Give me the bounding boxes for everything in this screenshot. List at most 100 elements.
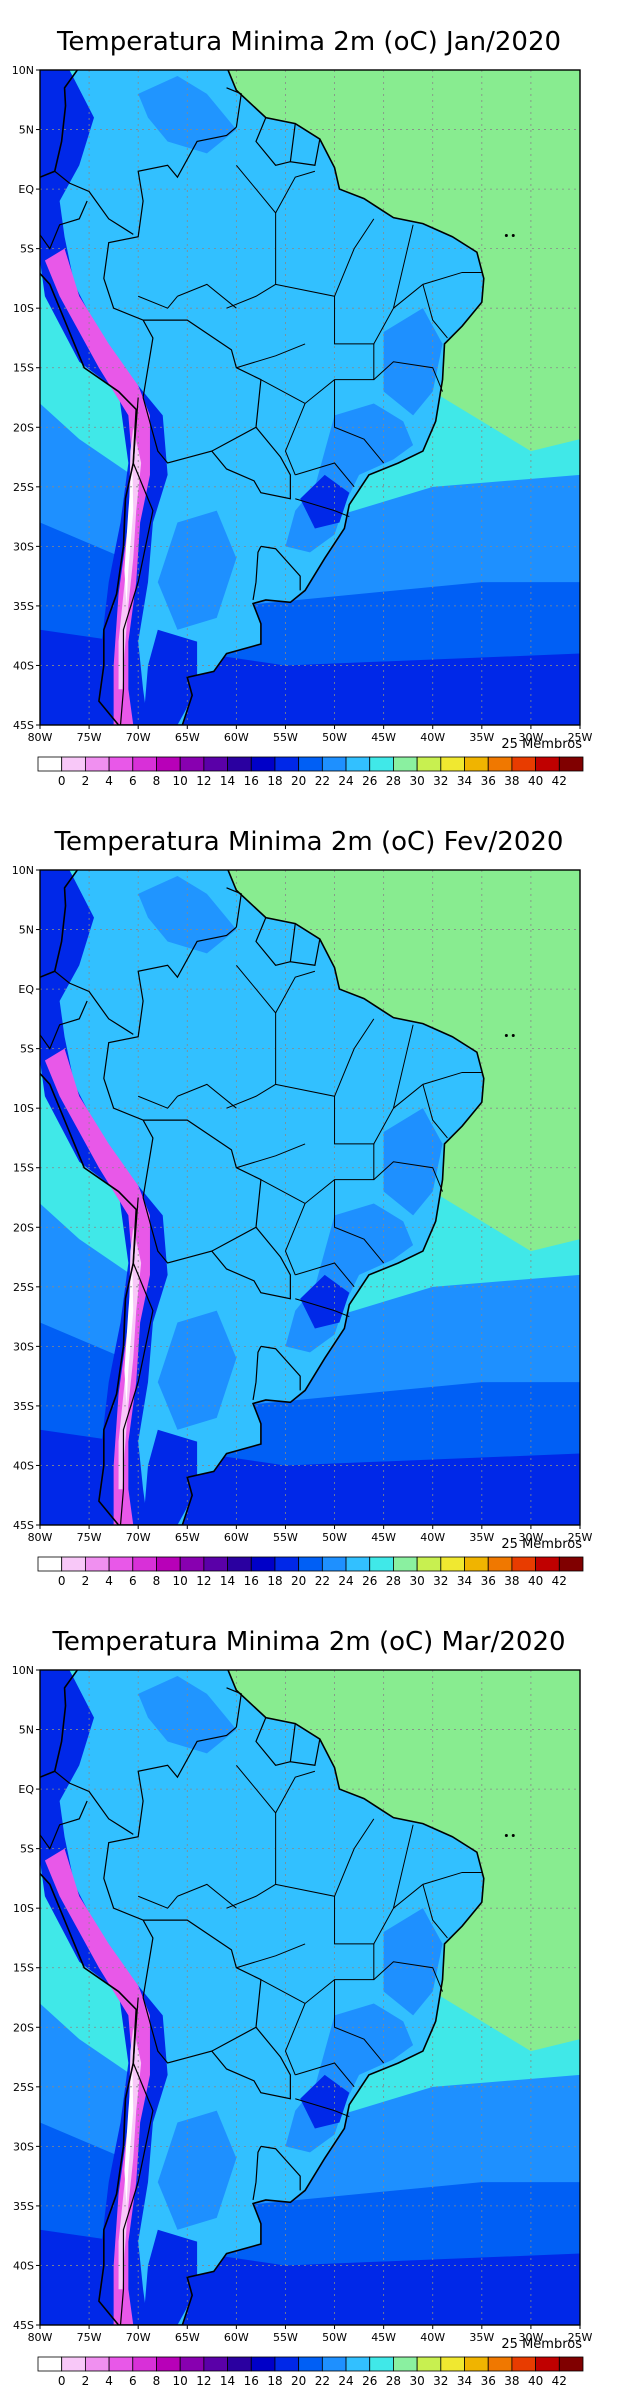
colorbar-swatch [61,2356,86,2372]
island-dot [511,234,515,238]
lon-label: 30W [518,2331,543,2344]
state-border [236,1943,306,1969]
coastline [40,1670,485,2325]
lat-label: 25S [13,481,34,494]
colorbar-swatch [274,1556,300,1572]
country-border [260,545,301,591]
country-border [211,426,291,500]
state-border [295,2098,350,2118]
lat-label: 5N [19,924,34,937]
colorbar-swatch [203,756,228,772]
lon-label: 50W [322,2331,347,2344]
colorbar-label: 20 [291,1574,306,1588]
colorbar-label: 26 [362,2374,377,2388]
colorbar-swatch [227,2356,252,2372]
colorbar-swatch [440,756,465,772]
country-border [226,1687,242,1728]
lon-label: 25W [568,2331,593,2344]
map-figure: Temperatura Minima 2m (oC) Mar/2020 10N 5N… [12,1627,593,2388]
country-border [252,2146,262,2201]
land-cool-patch [138,1675,237,1754]
colorbar-label: 38 [504,2374,519,2388]
colorbar-label: 0 [58,1574,66,1588]
members-label: 25 Membros [501,737,582,752]
colorbar-swatch [298,2356,323,2372]
coastline [40,70,485,725]
colorbar-swatch [61,756,86,772]
lon-label: 60W [224,731,249,744]
colorbar-swatch [393,1556,418,1572]
map-figure: Temperatura Minima 2m (oC) Fev/2020 10N 5N… [12,827,593,1588]
state-border [334,1179,385,1264]
colorbar-label: 18 [267,2374,282,2388]
lon-label: 30W [518,1531,543,1544]
map-panel-jan: Temperatura Minima 2m (oC) Jan/2020 10N 5N… [0,0,618,800]
colorbar-swatch [250,2356,276,2372]
lat-label: EQ [18,983,34,996]
country-border [289,923,321,966]
lat-label: 20S [13,1221,34,1234]
lon-label: 55W [273,731,298,744]
state-border [393,1071,482,1109]
colorbar-swatch [393,2356,418,2372]
colorbar-swatch [416,2356,442,2372]
andes-peak [118,2027,142,2290]
country-border [54,170,134,235]
country-border [226,887,242,928]
colorbar-swatch [321,756,347,772]
colorbar-swatch [274,756,300,772]
lon-label: 65W [175,1531,200,1544]
state-border [393,271,482,309]
state-border [295,1298,350,1318]
lat-label: 40S [13,1459,34,1472]
lat-label: EQ [18,1783,34,1796]
state-border [334,1824,414,1945]
colorbar-label: 26 [362,1574,377,1588]
colorbar-swatch [393,756,418,772]
colorbar-swatch [203,2356,228,2372]
state-border [373,361,444,392]
lon-label: 50W [322,731,347,744]
colorbar-swatch [108,1556,134,1572]
colorbar-label: 20 [291,774,306,788]
colorbar-label: 34 [457,2374,472,2388]
state-border [295,462,355,488]
colorbar-swatch [369,756,394,772]
colorbar-swatch [84,2356,110,2372]
country-border [54,1770,134,1835]
country-border [289,1723,321,1766]
colorbar-label: 28 [386,1574,401,1588]
lon-label: 40W [420,1531,445,1544]
colorbar-swatch [464,1556,489,1572]
colorbar-swatch [558,2356,584,2372]
colorbar-label: 26 [362,774,377,788]
colorbar-label: 16 [244,774,259,788]
colorbar-label: 18 [267,774,282,788]
lon-label: 45W [371,731,396,744]
colorbar [37,2356,584,2372]
colorbar-label: 8 [153,2374,161,2388]
colorbar-label: 2 [82,1574,90,1588]
state-border [284,1203,306,1276]
lat-label: 35S [13,1400,34,1413]
country-border [255,1717,291,1766]
country-border [226,87,242,128]
map-figure: Temperatura Minima 2m (oC) Jan/2020 10N 5N… [12,27,593,788]
colorbar-label: 24 [338,774,353,788]
colorbar-swatch [250,1556,276,1572]
colorbar-swatch [37,2356,63,2372]
country-border [54,970,134,1035]
lat-label: 30S [13,2140,34,2153]
colorbar-label: 38 [504,774,519,788]
colorbar-label: 14 [220,774,235,788]
lon-label: 70W [126,2331,151,2344]
colorbar-label: 40 [528,2374,543,2388]
lat-label: 35S [13,600,34,613]
colorbar-label: 20 [291,2374,306,2388]
andes-peak [118,427,142,690]
country-border [252,546,262,601]
lon-label: 35W [469,1531,494,1544]
colorbar-label: 24 [338,1574,353,1588]
lat-label: 5N [19,1724,34,1737]
colorbar-swatch [227,756,252,772]
